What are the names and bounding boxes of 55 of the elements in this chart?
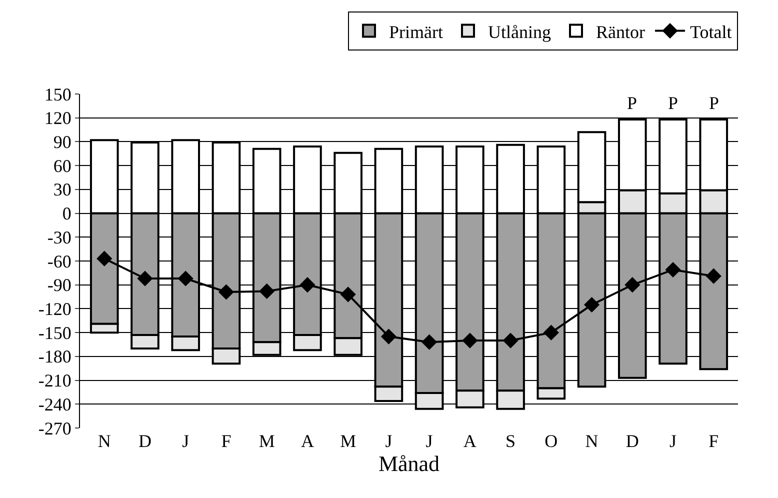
x-tick-label: F xyxy=(708,431,719,451)
y-tick-label: -90 xyxy=(47,275,72,296)
x-tick-label: J xyxy=(426,431,433,451)
x-tick-label: N xyxy=(98,431,111,451)
y-tick-label: -30 xyxy=(47,227,72,248)
x-tick-label: O xyxy=(544,431,558,451)
y-tick-label: -210 xyxy=(38,370,72,391)
legend-label: Utlåning xyxy=(488,22,551,42)
x-tick-label: J xyxy=(182,431,190,451)
point xyxy=(624,277,640,293)
legend-label: Räntor xyxy=(596,22,645,42)
y-tick-label: 120 xyxy=(44,108,72,128)
x-tick-label: N xyxy=(585,431,598,451)
x-tick-label: M xyxy=(340,431,356,451)
y-tick-label: 90 xyxy=(53,132,72,152)
point xyxy=(96,250,112,266)
y-tick-label: -270 xyxy=(38,418,72,438)
x-axis-title: Månad xyxy=(378,451,440,476)
x-tick-label: A xyxy=(463,431,476,451)
point xyxy=(259,283,275,300)
point xyxy=(340,286,356,302)
x-tick-label: M xyxy=(258,431,275,451)
y-tick-label: -240 xyxy=(38,394,72,414)
y-tick-label: 150 xyxy=(44,84,72,104)
point xyxy=(502,332,518,348)
y-tick-label: 30 xyxy=(53,180,72,200)
y-tick-label: -180 xyxy=(38,346,72,367)
point xyxy=(543,324,559,340)
legend-label: Primärt xyxy=(389,22,443,42)
y-tick-label: 60 xyxy=(53,156,72,176)
x-tick-label: S xyxy=(506,431,516,451)
x-tick-label: J xyxy=(670,431,677,451)
point xyxy=(300,277,316,293)
point xyxy=(706,268,722,284)
data-label: P xyxy=(709,93,720,113)
data-label: P xyxy=(627,93,638,113)
y-tick-label: -60 xyxy=(47,251,72,272)
legend-label: Totalt xyxy=(690,22,732,42)
x-tick-label: D xyxy=(138,431,152,451)
point xyxy=(380,328,396,344)
y-tick-label: -120 xyxy=(38,299,72,320)
point xyxy=(462,332,478,348)
point xyxy=(665,262,681,278)
x-tick-label: D xyxy=(626,431,639,451)
data-label: P xyxy=(668,93,678,113)
point xyxy=(422,334,438,350)
y-tick-label: -150 xyxy=(38,322,72,343)
x-tick-label: J xyxy=(385,431,392,451)
point xyxy=(137,270,153,286)
point xyxy=(584,296,600,313)
x-tick-label: F xyxy=(221,431,232,451)
x-tick-label: A xyxy=(300,431,314,451)
point xyxy=(218,284,234,300)
point xyxy=(178,270,194,286)
y-tick-label: 0 xyxy=(62,204,72,224)
